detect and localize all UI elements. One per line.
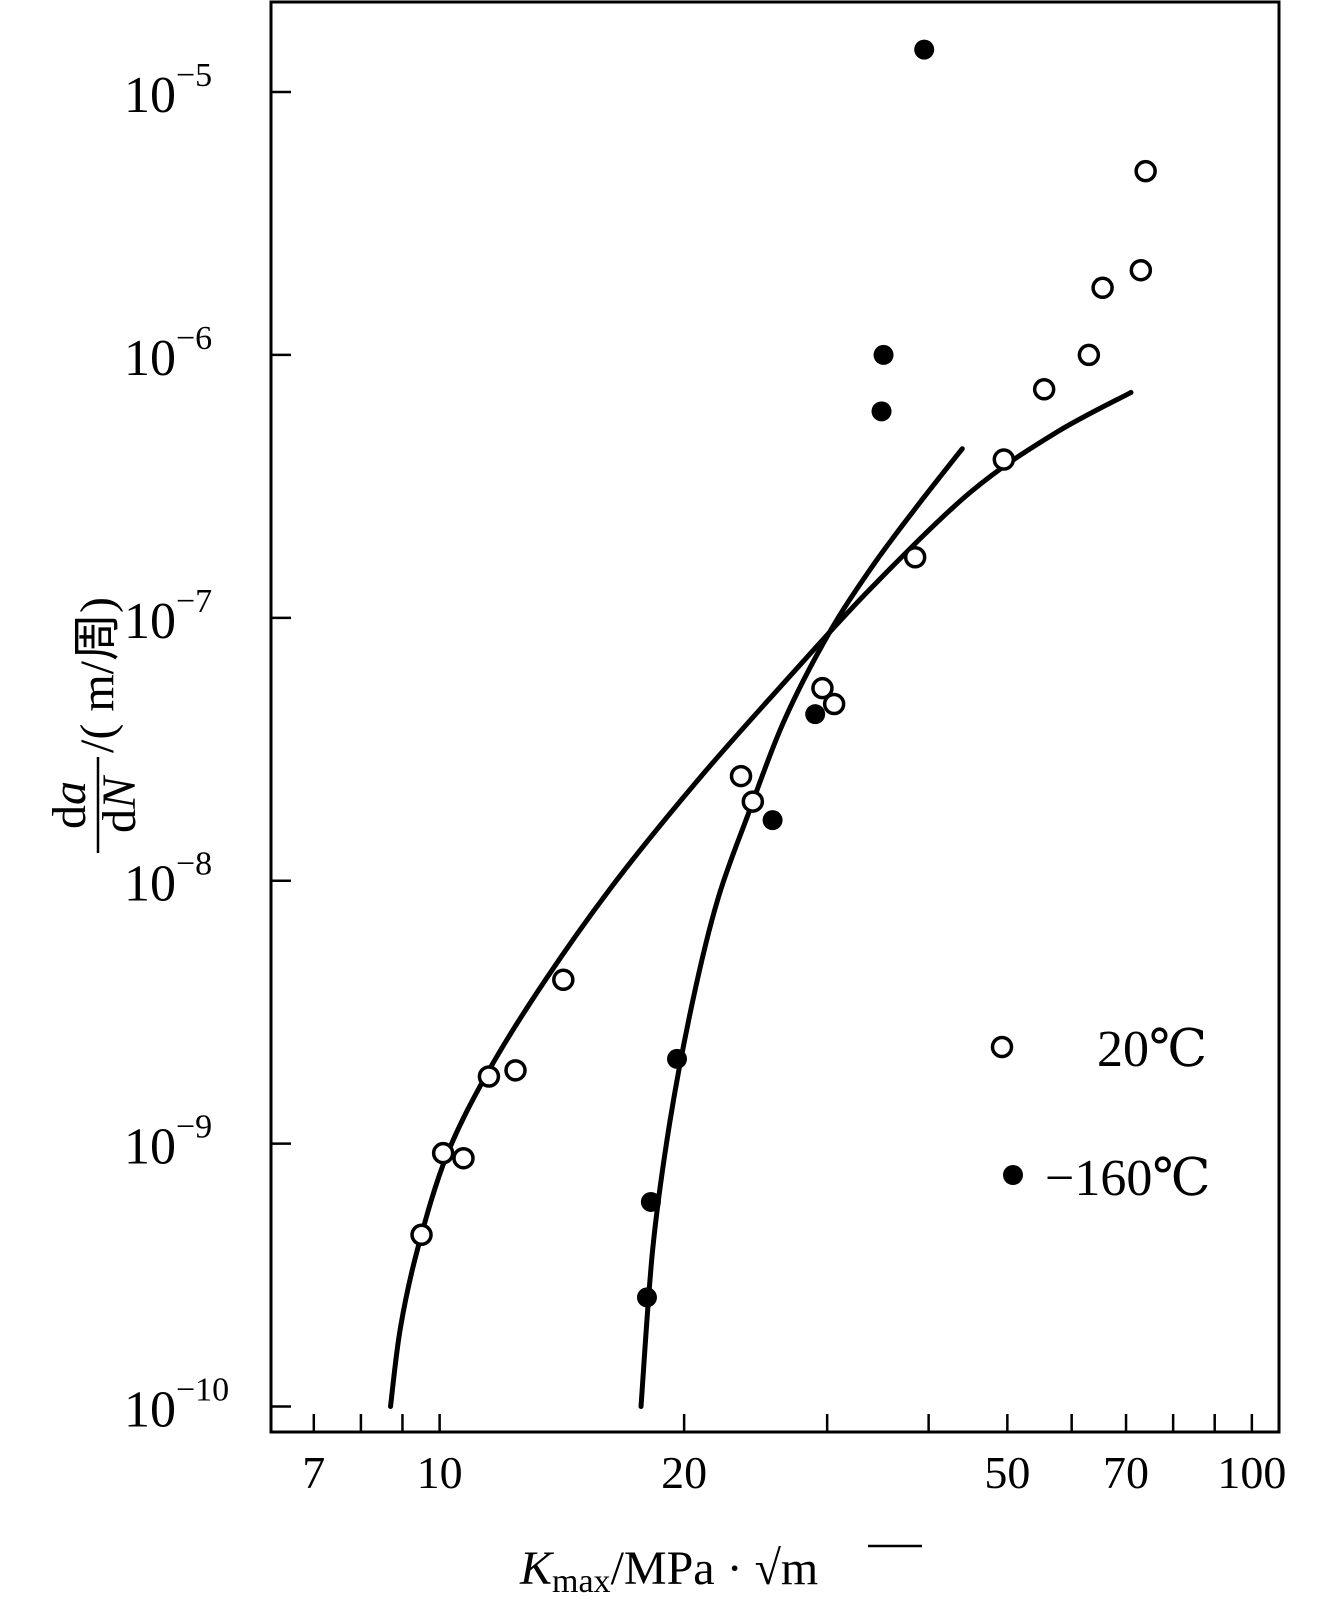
- y-tick-mantissa: 10: [124, 1382, 176, 1439]
- y-tick-label: 10−7: [124, 583, 212, 650]
- open-circle-point: [903, 545, 927, 569]
- x-tick-label-100: 100: [1217, 1447, 1286, 1498]
- legend-label-minus160c: −160℃: [1045, 1150, 1211, 1207]
- y-tick-label: 10−9: [124, 1109, 212, 1176]
- filled-circle-point: [805, 704, 826, 725]
- y-tick-mantissa: 10: [124, 856, 176, 913]
- y-tick-mantissa: 10: [124, 1119, 176, 1176]
- data-points: [410, 39, 1157, 1308]
- y-tick-exponent: −6: [176, 320, 212, 357]
- y-tick-exponent: −8: [176, 846, 212, 883]
- filled-circle-point: [871, 401, 892, 422]
- open-circle-point: [452, 1146, 475, 1170]
- x-tick-label-50: 50: [984, 1447, 1030, 1498]
- legend: 20℃ −160℃: [990, 1021, 1211, 1207]
- y-tick-exponent: −5: [176, 57, 212, 94]
- y-tick-label: 10−8: [124, 846, 212, 913]
- filled-circle-point: [640, 1191, 661, 1212]
- x-label-k: K: [519, 1542, 555, 1595]
- x-label-m: m: [781, 1542, 818, 1595]
- open-circle-point: [504, 1059, 527, 1082]
- y-axis-label: da dN /( m/周): [43, 597, 146, 853]
- open-circle-point: [1091, 276, 1114, 300]
- open-circle-point: [1134, 159, 1157, 183]
- x-tick-label-20: 20: [661, 1447, 707, 1498]
- x-label-sub: max: [552, 1563, 611, 1600]
- open-circle-point: [477, 1065, 501, 1088]
- legend-filled-circle-marker: [1003, 1165, 1023, 1185]
- open-circle-point: [1032, 378, 1056, 401]
- y-label-unit: /( m/周): [71, 597, 124, 753]
- fit-curves: [388, 389, 1134, 1409]
- open-circle-point: [992, 448, 1016, 471]
- y-tick-mantissa: 10: [124, 593, 176, 650]
- filled-circle-point: [636, 1287, 657, 1308]
- x-axis-ticks: 7 10 20 50 70 100: [302, 1414, 1286, 1498]
- y-tick-label: 10−5: [124, 57, 212, 124]
- open-circle-point: [729, 764, 753, 788]
- y-tick-label: 10−10: [124, 1372, 229, 1439]
- y-tick-label: 10−6: [124, 320, 212, 387]
- y-tick-mantissa: 10: [124, 330, 176, 387]
- x-axis-label: Kmax/MPa · √m: [519, 1542, 818, 1600]
- open-circle-point: [811, 676, 834, 700]
- plot-frame: [269, 0, 1281, 1434]
- fit-curve-series-0: [388, 389, 1134, 1409]
- open-circle-point: [741, 790, 765, 813]
- x-label-unit: /MPa ·: [611, 1542, 755, 1595]
- fit-curve-series-1: [638, 446, 965, 1409]
- open-circle-point: [552, 968, 575, 992]
- open-circle-point: [431, 1141, 455, 1165]
- x-tick-label-10: 10: [417, 1447, 463, 1498]
- filled-circle-point: [762, 810, 783, 831]
- y-tick-exponent: −7: [176, 583, 212, 620]
- x-tick-label-7: 7: [302, 1447, 325, 1498]
- legend-open-circle-marker: [990, 1035, 1014, 1059]
- y-tick-exponent: −10: [176, 1372, 229, 1409]
- filled-circle-point: [667, 1048, 688, 1069]
- open-circle-point: [822, 692, 846, 716]
- y-tick-mantissa: 10: [124, 67, 176, 124]
- x-label-root: √: [755, 1542, 782, 1595]
- y-label-numerator: da: [43, 781, 96, 829]
- x-tick-label-70: 70: [1103, 1447, 1149, 1498]
- open-circle-point: [1077, 343, 1101, 367]
- filled-circle-point: [914, 39, 935, 60]
- open-circle-point: [1129, 258, 1153, 282]
- y-tick-exponent: −9: [176, 1109, 212, 1146]
- filled-circle-point: [873, 344, 894, 365]
- open-circle-point: [410, 1223, 433, 1247]
- legend-label-20c: 20℃: [1097, 1021, 1207, 1078]
- y-label-denominator: dN: [93, 774, 146, 833]
